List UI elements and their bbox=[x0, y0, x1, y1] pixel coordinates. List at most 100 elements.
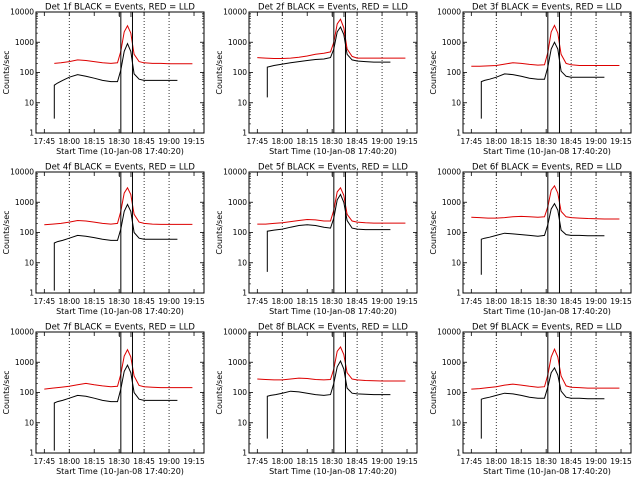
x-tick-label: 18:15 bbox=[296, 137, 318, 146]
x-tick-label: 18:00 bbox=[58, 137, 80, 146]
y-tick-label: 1000 bbox=[228, 38, 247, 47]
y-tick-label: 1 bbox=[242, 289, 247, 298]
x-axis-label: Start Time (10-Jan-08 17:40:20) bbox=[483, 147, 611, 156]
x-tick-label: 18:45 bbox=[133, 297, 155, 306]
y-tick-label: 100 bbox=[20, 68, 35, 77]
series-group bbox=[44, 348, 193, 451]
y-tick-label: 100 bbox=[233, 68, 248, 77]
y-tick-label: 10000 bbox=[223, 168, 247, 177]
panel-title: Det 3f BLACK = Events, RED = LLD bbox=[472, 3, 622, 13]
chart-panel-6: Det 6f BLACK = Events, RED = LLD 1 10 100 10… bbox=[429, 163, 632, 317]
x-tick-label: 18:15 bbox=[83, 137, 105, 146]
x-tick-label: 18:00 bbox=[271, 137, 293, 146]
x-tick-label: 18:15 bbox=[83, 297, 105, 306]
x-tick-label: 18:30 bbox=[321, 137, 343, 146]
y-tick-label: 1000 bbox=[442, 198, 461, 207]
x-tick-label: 19:15 bbox=[610, 297, 632, 306]
y-tick-label: 10000 bbox=[437, 168, 461, 177]
y-axis-label: Counts/sec bbox=[429, 50, 438, 94]
y-axis-label: Counts/sec bbox=[429, 210, 438, 254]
panel-title: Det 4f BLACK = Events, RED = LLD bbox=[45, 163, 195, 173]
y-tick-label: 1 bbox=[29, 289, 34, 298]
y-tick-label: 100 bbox=[233, 388, 248, 397]
events-series-line bbox=[480, 366, 605, 439]
chart-panel-4: Det 4f BLACK = Events, RED = LLD 1 10 100 10… bbox=[2, 163, 205, 317]
x-tick-label: 18:30 bbox=[321, 297, 343, 306]
y-tick-label: 1 bbox=[456, 289, 461, 298]
y-axis-label: Counts/sec bbox=[215, 50, 224, 94]
y-tick-label: 1 bbox=[456, 129, 461, 138]
series-group bbox=[471, 184, 620, 275]
lld-series-line bbox=[471, 24, 620, 67]
y-tick-label: 10 bbox=[451, 418, 461, 427]
x-axis-label: Start Time (10-Jan-08 17:40:20) bbox=[56, 467, 184, 476]
x-tick-label: 18:00 bbox=[485, 457, 507, 466]
x-tick-label: 18:45 bbox=[346, 137, 368, 146]
x-tick-label: 18:00 bbox=[271, 297, 293, 306]
x-axis-label: Start Time (10-Jan-08 17:40:20) bbox=[56, 307, 184, 316]
x-tick-label: 18:30 bbox=[108, 137, 130, 146]
y-axis-label: Counts/sec bbox=[2, 210, 11, 254]
x-tick-label: 18:45 bbox=[133, 137, 155, 146]
y-tick-label: 10 bbox=[24, 98, 34, 107]
lld-series-line bbox=[44, 186, 193, 226]
x-tick-label: 18:15 bbox=[510, 297, 532, 306]
x-tick-label: 18:15 bbox=[296, 297, 318, 306]
y-tick-label: 10000 bbox=[10, 328, 34, 337]
y-tick-label: 1000 bbox=[442, 38, 461, 47]
x-tick-label: 18:00 bbox=[58, 457, 80, 466]
x-tick-label: 18:30 bbox=[321, 457, 343, 466]
x-tick-label: 19:15 bbox=[183, 457, 205, 466]
x-tick-label: 19:00 bbox=[585, 297, 607, 306]
panel-title: Det 8f BLACK = Events, RED = LLD bbox=[258, 323, 408, 333]
lld-series-line bbox=[257, 186, 406, 225]
x-tick-label: 19:00 bbox=[585, 457, 607, 466]
x-tick-label: 19:15 bbox=[610, 457, 632, 466]
x-tick-label: 18:45 bbox=[133, 457, 155, 466]
x-tick-label: 18:15 bbox=[510, 137, 532, 146]
panel-title: Det 1f BLACK = Events, RED = LLD bbox=[45, 3, 195, 13]
x-tick-label: 18:45 bbox=[346, 297, 368, 306]
x-tick-label: 18:00 bbox=[485, 137, 507, 146]
lld-series-line bbox=[471, 347, 620, 390]
x-tick-label: 19:15 bbox=[610, 137, 632, 146]
events-series-line bbox=[266, 359, 391, 439]
x-tick-label: 19:15 bbox=[396, 297, 418, 306]
x-tick-label: 18:15 bbox=[296, 457, 318, 466]
panel-grid: Det 1f BLACK = Events, RED = LLD 1 10 100 10… bbox=[2, 3, 632, 477]
y-tick-label: 1 bbox=[242, 449, 247, 458]
x-axis-label: Start Time (10-Jan-08 17:40:20) bbox=[269, 307, 397, 316]
x-tick-label: 18:30 bbox=[108, 297, 130, 306]
panel-title: Det 9f BLACK = Events, RED = LLD bbox=[472, 323, 622, 333]
series-group bbox=[471, 347, 620, 439]
lld-series-line bbox=[257, 18, 406, 59]
x-axis-label: Start Time (10-Jan-08 17:40:20) bbox=[483, 467, 611, 476]
y-axis-label: Counts/sec bbox=[2, 50, 11, 94]
y-tick-label: 10000 bbox=[10, 8, 34, 17]
events-series-line bbox=[480, 202, 605, 275]
y-axis-label: Counts/sec bbox=[2, 370, 11, 414]
y-tick-label: 1000 bbox=[15, 38, 34, 47]
x-tick-label: 18:15 bbox=[510, 457, 532, 466]
events-series-line bbox=[480, 41, 605, 119]
chart-panel-5: Det 5f BLACK = Events, RED = LLD 1 10 100 10… bbox=[215, 163, 418, 317]
x-tick-label: 18:30 bbox=[108, 457, 130, 466]
x-tick-label: 17:45 bbox=[461, 137, 483, 146]
y-tick-label: 1000 bbox=[228, 198, 247, 207]
y-tick-label: 1000 bbox=[442, 358, 461, 367]
y-tick-label: 10000 bbox=[223, 328, 247, 337]
y-tick-label: 100 bbox=[447, 388, 462, 397]
x-tick-label: 19:15 bbox=[396, 137, 418, 146]
x-axis-label: Start Time (10-Jan-08 17:40:20) bbox=[483, 307, 611, 316]
y-tick-label: 100 bbox=[20, 388, 35, 397]
y-tick-label: 10 bbox=[237, 258, 247, 267]
x-tick-label: 17:45 bbox=[247, 137, 269, 146]
series-group bbox=[257, 346, 406, 439]
y-tick-label: 10 bbox=[451, 258, 461, 267]
lld-series-line bbox=[54, 24, 193, 65]
x-tick-label: 18:30 bbox=[535, 457, 557, 466]
y-tick-label: 1 bbox=[29, 129, 34, 138]
x-tick-label: 18:30 bbox=[535, 297, 557, 306]
x-tick-label: 19:00 bbox=[371, 137, 393, 146]
